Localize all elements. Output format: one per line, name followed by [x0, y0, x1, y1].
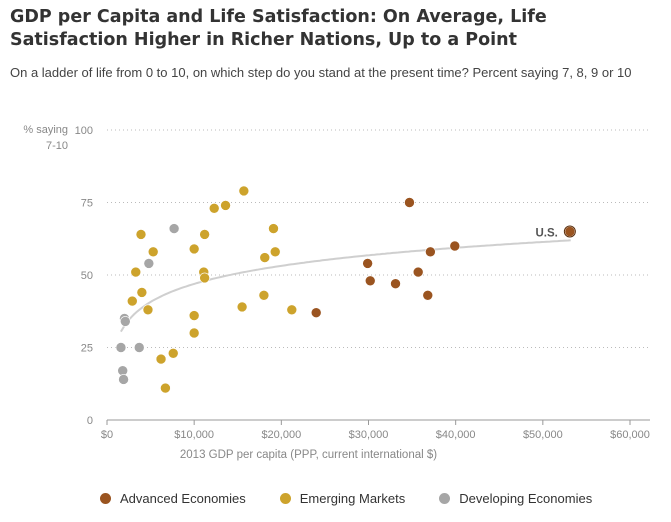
us-point-outline — [563, 225, 576, 238]
x-tick-label: $40,000 — [436, 429, 476, 441]
data-point-emerging — [188, 327, 200, 339]
data-point-emerging — [136, 287, 148, 298]
legend-item-advanced: Advanced Economies — [100, 491, 246, 506]
data-point-emerging — [155, 353, 167, 365]
data-point-advanced — [564, 226, 576, 237]
data-point-emerging — [188, 243, 200, 255]
data-point-emerging — [199, 272, 210, 284]
data-point-advanced — [362, 258, 373, 269]
data-point-emerging — [258, 289, 270, 301]
data-point-developing — [133, 342, 145, 353]
data-point-emerging — [220, 200, 231, 211]
x-tick-label: $30,000 — [349, 429, 389, 441]
legend-label-advanced: Advanced Economies — [120, 491, 246, 506]
data-point-emerging — [286, 304, 298, 316]
chart-legend: Advanced Economies Emerging Markets Deve… — [100, 491, 592, 506]
x-tick-label: $0 — [101, 429, 113, 441]
data-point-emerging — [208, 203, 220, 214]
data-point-emerging — [130, 266, 142, 278]
chart-subtitle: On a ladder of life from 0 to 10, on whi… — [10, 65, 632, 80]
y-axis-label: 7-10 — [46, 140, 68, 152]
legend-swatch-emerging — [279, 493, 291, 504]
data-point-advanced — [364, 275, 376, 287]
data-point-emerging — [269, 246, 281, 258]
legend-label-emerging: Emerging Markets — [299, 491, 406, 506]
data-point-advanced — [404, 197, 415, 208]
data-point-advanced — [310, 307, 322, 319]
y-tick-label: 100 — [75, 125, 93, 137]
legend-swatch-developing — [439, 493, 451, 504]
data-point-advanced — [425, 246, 436, 258]
legend-swatch-advanced — [100, 493, 111, 504]
data-point-emerging — [199, 229, 210, 240]
y-tick-label: 25 — [81, 343, 93, 355]
data-point-emerging — [188, 310, 200, 321]
y-tick-label: 75 — [81, 198, 93, 210]
data-point-advanced — [449, 240, 461, 252]
x-axis-title: 2013 GDP per capita (PPP, current intern… — [180, 449, 437, 461]
legend-label-developing: Developing Economies — [459, 491, 593, 506]
x-tick-label: $20,000 — [261, 429, 301, 441]
data-point-emerging — [126, 295, 138, 307]
y-tick-label: 50 — [81, 270, 93, 282]
data-point-emerging — [238, 185, 250, 197]
us-annotation-label: U.S. — [535, 228, 557, 240]
data-point-advanced — [412, 266, 424, 278]
data-point-emerging — [167, 347, 179, 359]
data-point-emerging — [135, 229, 147, 240]
trend-line — [120, 239, 571, 333]
data-point-developing — [143, 258, 155, 269]
chart-title: GDP per Capita and Life Satisfaction: On… — [10, 7, 547, 50]
data-point-advanced — [422, 289, 434, 301]
y-axis-label: % saying — [23, 124, 68, 136]
data-point-emerging — [268, 223, 279, 234]
data-point-advanced — [390, 278, 401, 290]
y-tick-label: 0 — [87, 415, 93, 427]
x-tick-label: $10,000 — [174, 429, 214, 441]
data-point-developing — [115, 342, 127, 353]
data-point-developing — [120, 316, 131, 327]
data-point-emerging — [160, 382, 171, 394]
data-point-developing — [168, 223, 180, 234]
legend-item-emerging: Emerging Markets — [279, 491, 406, 506]
data-point-developing — [118, 374, 129, 385]
data-point-emerging — [147, 246, 159, 258]
x-tick-label: $50,000 — [523, 429, 563, 441]
data-point-emerging — [236, 301, 248, 313]
x-tick-label: $60,000 — [610, 429, 650, 441]
data-point-emerging — [142, 304, 154, 316]
data-point-emerging — [259, 252, 271, 263]
legend-item-developing: Developing Economies — [439, 491, 592, 506]
